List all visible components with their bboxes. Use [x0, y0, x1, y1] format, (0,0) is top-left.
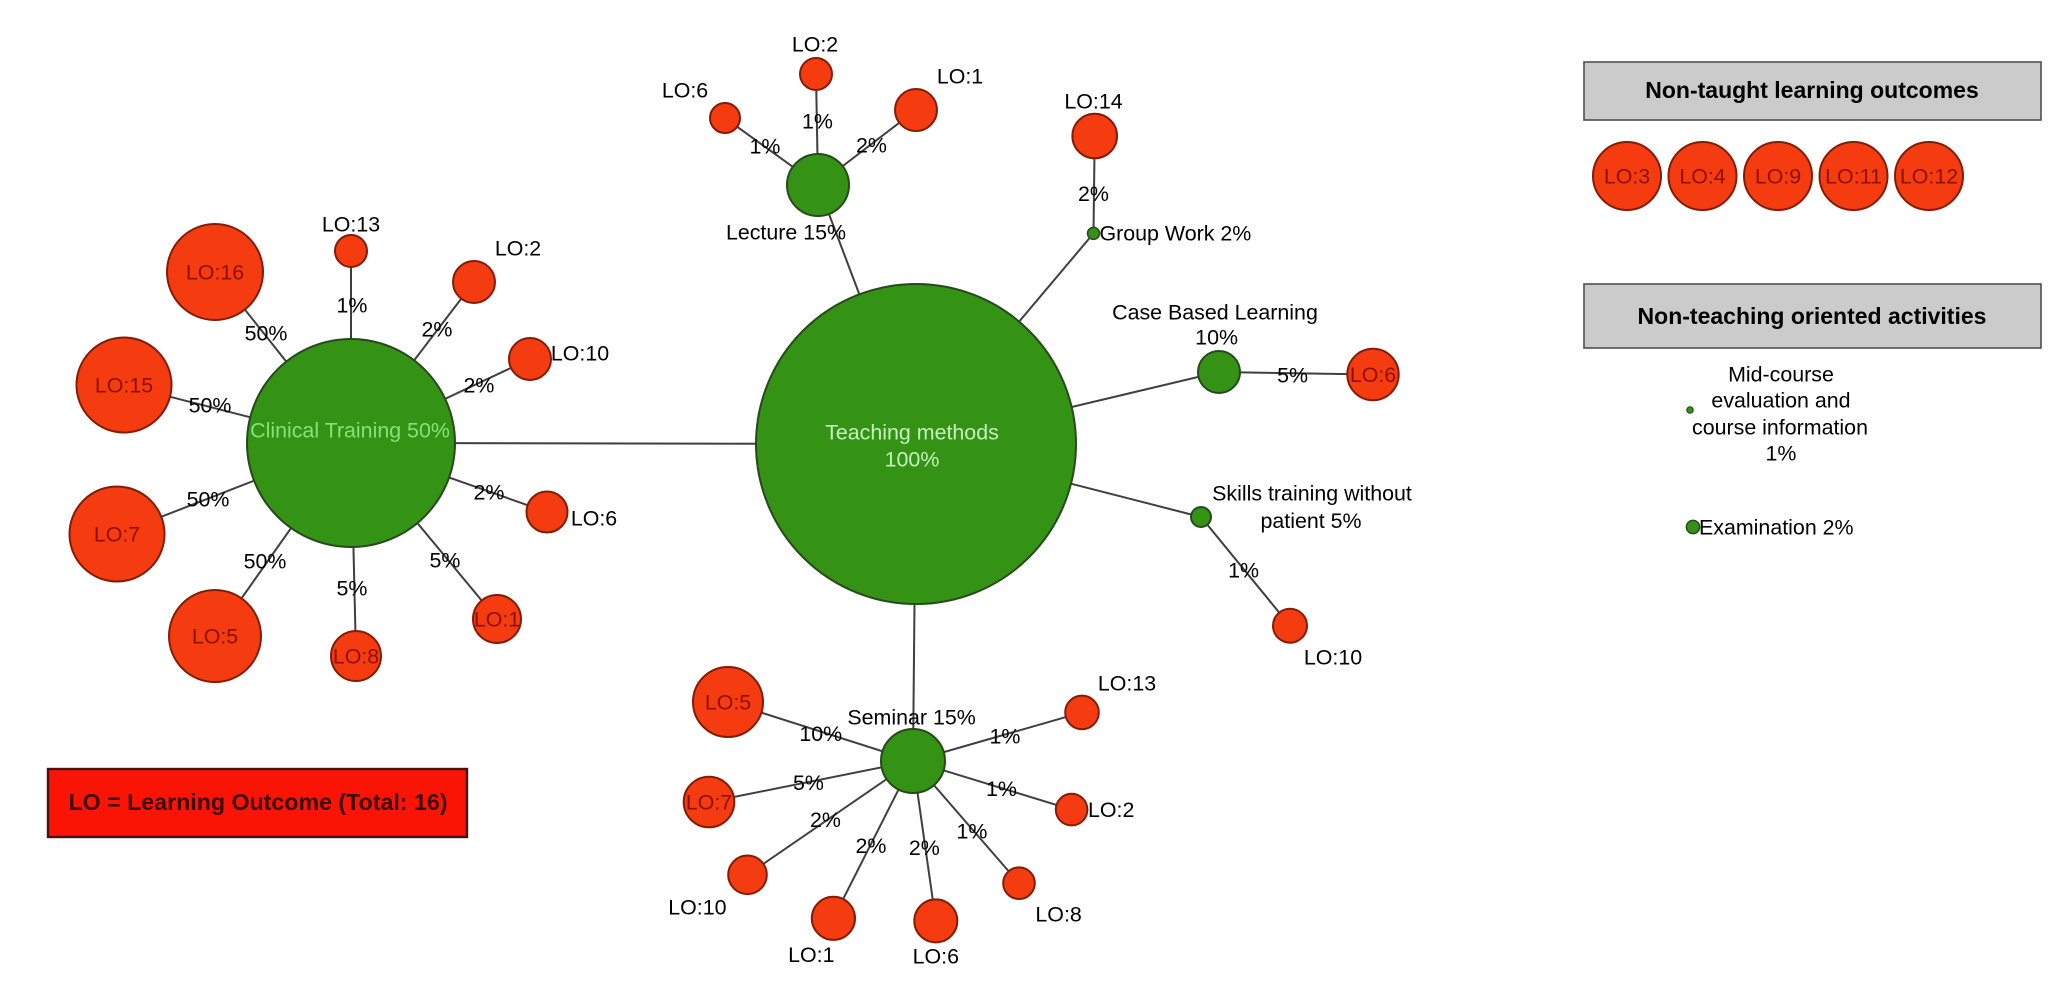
svg-text:2%: 2% [856, 134, 887, 158]
svg-text:LO:8: LO:8 [333, 645, 379, 669]
svg-text:LO:2: LO:2 [792, 33, 838, 57]
svg-text:2%: 2% [856, 834, 887, 858]
svg-text:50%: 50% [187, 488, 230, 512]
svg-text:LO:2: LO:2 [1088, 798, 1134, 822]
svg-text:10%: 10% [799, 722, 842, 746]
svg-text:1%: 1% [986, 777, 1017, 801]
svg-text:Non-taught learning outcomes: Non-taught learning outcomes [1645, 77, 1979, 103]
svg-text:2%: 2% [422, 318, 453, 342]
svg-text:5%: 5% [337, 577, 368, 601]
svg-text:Examination 2%: Examination 2% [1699, 516, 1854, 540]
svg-text:LO:15: LO:15 [95, 374, 153, 398]
svg-text:LO:7: LO:7 [686, 791, 732, 815]
svg-text:5%: 5% [430, 549, 461, 573]
svg-text:2%: 2% [909, 836, 940, 860]
svg-text:LO:11: LO:11 [1825, 165, 1882, 189]
svg-text:LO:7: LO:7 [94, 523, 140, 547]
svg-text:LO:6: LO:6 [662, 79, 708, 103]
svg-text:2%: 2% [1078, 182, 1109, 206]
svg-text:Group Work 2%: Group Work 2% [1100, 222, 1252, 246]
svg-text:LO:3: LO:3 [1604, 165, 1650, 189]
svg-text:1%: 1% [1228, 559, 1259, 583]
svg-text:2%: 2% [474, 481, 505, 505]
svg-text:LO:13: LO:13 [322, 213, 380, 237]
svg-text:Case Based Learning: Case Based Learning [1112, 301, 1318, 325]
svg-text:LO:4: LO:4 [1679, 165, 1725, 189]
svg-text:evaluation and: evaluation and [1711, 389, 1850, 413]
svg-text:5%: 5% [1277, 363, 1308, 387]
svg-text:Clinical Training 50%: Clinical Training 50% [250, 419, 450, 443]
svg-text:Lecture 15%: Lecture 15% [726, 221, 846, 245]
svg-text:patient 5%: patient 5% [1260, 509, 1361, 533]
svg-text:LO:2: LO:2 [495, 237, 541, 261]
svg-text:50%: 50% [244, 550, 287, 574]
svg-text:1%: 1% [750, 135, 781, 159]
svg-text:1%: 1% [957, 820, 988, 844]
svg-text:Non-teaching oriented activiti: Non-teaching oriented activities [1638, 303, 1987, 329]
svg-text:Seminar 15%: Seminar 15% [847, 706, 975, 730]
svg-text:course information: course information [1692, 416, 1868, 440]
svg-text:Skills training without: Skills training without [1212, 482, 1412, 506]
svg-text:5%: 5% [793, 771, 824, 795]
svg-text:100%: 100% [885, 448, 940, 472]
svg-text:1%: 1% [802, 110, 833, 134]
svg-text:LO:6: LO:6 [571, 507, 617, 531]
svg-text:2%: 2% [810, 808, 841, 832]
svg-text:2%: 2% [464, 374, 495, 398]
svg-text:50%: 50% [245, 322, 288, 346]
svg-text:LO:10: LO:10 [551, 342, 609, 366]
svg-text:LO = Learning Outcome (Total:: LO = Learning Outcome (Total: 16) [69, 789, 448, 815]
svg-text:LO:16: LO:16 [186, 261, 244, 285]
svg-text:LO:9: LO:9 [1755, 165, 1801, 189]
svg-text:LO:6: LO:6 [1350, 363, 1396, 387]
svg-text:LO:10: LO:10 [668, 895, 726, 919]
svg-text:LO:5: LO:5 [705, 691, 751, 715]
svg-text:LO:12: LO:12 [1900, 165, 1958, 189]
svg-text:LO:1: LO:1 [474, 608, 520, 632]
svg-text:LO:14: LO:14 [1064, 90, 1122, 114]
svg-text:LO:13: LO:13 [1098, 672, 1156, 696]
svg-text:Mid-course: Mid-course [1728, 363, 1834, 387]
svg-text:10%: 10% [1195, 326, 1238, 350]
svg-text:Teaching methods: Teaching methods [825, 421, 999, 445]
svg-text:LO:8: LO:8 [1035, 903, 1081, 927]
svg-text:1%: 1% [1766, 442, 1797, 466]
svg-text:LO:1: LO:1 [788, 943, 834, 967]
svg-text:LO:5: LO:5 [192, 625, 238, 649]
svg-text:50%: 50% [189, 394, 232, 418]
svg-text:1%: 1% [337, 294, 368, 318]
svg-text:LO:10: LO:10 [1304, 646, 1362, 670]
svg-text:LO:1: LO:1 [937, 65, 983, 89]
svg-text:1%: 1% [990, 725, 1021, 749]
svg-text:LO:6: LO:6 [913, 944, 959, 968]
